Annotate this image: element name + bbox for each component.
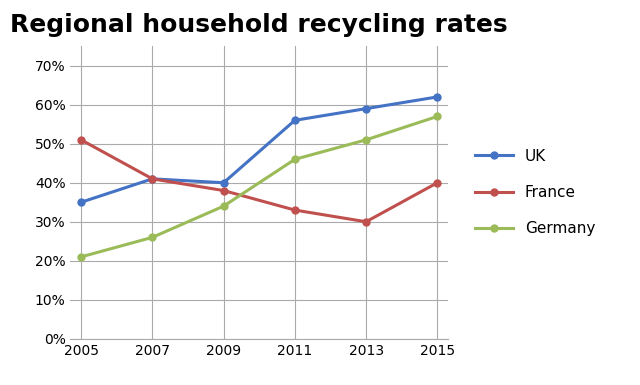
UK bbox=[362, 106, 370, 111]
France bbox=[77, 137, 85, 142]
Germany bbox=[362, 137, 370, 142]
France bbox=[220, 188, 227, 193]
France bbox=[362, 219, 370, 224]
France bbox=[291, 208, 299, 213]
Line: France: France bbox=[77, 136, 441, 225]
UK bbox=[148, 177, 156, 181]
Title: Regional household recycling rates: Regional household recycling rates bbox=[10, 13, 508, 37]
UK bbox=[433, 95, 441, 99]
Germany bbox=[291, 157, 299, 162]
Germany bbox=[148, 235, 156, 240]
France bbox=[148, 177, 156, 181]
Line: Germany: Germany bbox=[77, 113, 441, 260]
France bbox=[433, 181, 441, 185]
Germany bbox=[433, 114, 441, 119]
UK bbox=[291, 118, 299, 123]
UK bbox=[77, 200, 85, 204]
Germany bbox=[220, 204, 227, 208]
Legend: UK, France, Germany: UK, France, Germany bbox=[474, 149, 595, 236]
Line: UK: UK bbox=[77, 94, 441, 206]
Germany bbox=[77, 254, 85, 259]
UK bbox=[220, 181, 227, 185]
